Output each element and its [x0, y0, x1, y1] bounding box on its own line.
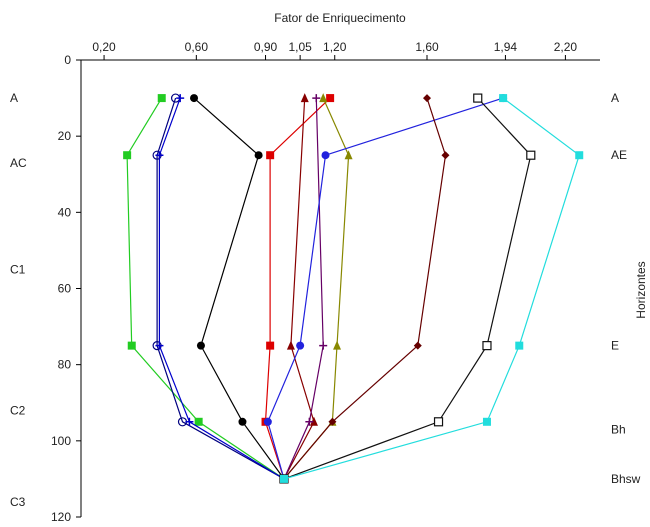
point-marker [194, 417, 203, 426]
point-marker [127, 341, 136, 350]
horizon-labels: A AC C1 C2 C3 A AE E Bh Bhsw [10, 91, 641, 509]
point-marker [575, 151, 584, 160]
axes: 0,20 0,60 0,90 1,05 1,20 1,60 1,94 2,20 0 20 40 60 8… [51, 40, 600, 524]
point-marker [473, 93, 483, 103]
series-line [283, 98, 315, 480]
y-tick-label: 40 [58, 205, 72, 219]
point-marker [190, 94, 199, 103]
point-marker [309, 416, 318, 426]
x-tick-label: 1,60 [415, 40, 439, 54]
left-horizon-label: A [10, 91, 18, 105]
point-marker [441, 151, 450, 160]
right-horizon-label: Bh [611, 422, 626, 436]
x-tick-label: 1,20 [323, 40, 347, 54]
point-marker [185, 417, 194, 426]
point-marker [433, 417, 444, 427]
series-line [264, 97, 331, 480]
point-marker [123, 151, 132, 160]
point-marker [413, 341, 422, 350]
point-marker [328, 417, 337, 426]
series-line [267, 97, 504, 480]
point-marker [263, 417, 272, 426]
series-line [283, 98, 324, 480]
x-tick-label: 2,20 [554, 40, 578, 54]
y-tick-label: 80 [58, 358, 72, 372]
right-horizon-label: E [611, 339, 619, 353]
data-series [279, 94, 584, 483]
data-series [279, 94, 450, 483]
x-tick-label: 0,90 [254, 40, 278, 54]
point-marker [286, 340, 295, 350]
point-marker [319, 93, 328, 103]
y-tick-label: 120 [51, 510, 71, 524]
data-series [263, 94, 508, 483]
right-horizon-label: Bhsw [611, 472, 641, 486]
series-group [123, 93, 584, 484]
x-tick-label: 0,60 [185, 40, 209, 54]
point-marker [266, 151, 275, 160]
point-marker [155, 341, 164, 350]
point-marker [482, 341, 492, 351]
point-marker [499, 94, 508, 103]
point-marker [238, 417, 247, 426]
point-marker [176, 94, 185, 103]
left-horizon-label: C2 [10, 403, 26, 417]
chart-title: Fator de Enriquecimento [274, 11, 406, 25]
point-marker [515, 341, 524, 350]
left-horizon-label: C1 [10, 262, 26, 276]
y-tick-label: 20 [58, 129, 72, 143]
y-tick-label: 100 [51, 434, 71, 448]
point-marker [157, 94, 166, 103]
point-marker [155, 151, 164, 160]
point-marker [300, 93, 309, 103]
left-horizon-label: C3 [10, 495, 26, 509]
point-marker [482, 417, 491, 426]
point-marker [305, 417, 314, 426]
y-tick-label: 60 [58, 282, 72, 296]
point-marker [321, 151, 330, 160]
left-horizon-label: AC [10, 156, 27, 170]
point-marker [296, 341, 305, 350]
y-tick-label: 0 [64, 53, 71, 67]
point-marker [326, 94, 335, 103]
x-tick-label: 1,05 [288, 40, 312, 54]
point-marker [526, 150, 536, 160]
x-tick-label: 1,94 [494, 40, 518, 54]
point-marker [423, 94, 431, 103]
data-series [279, 94, 328, 483]
data-series [279, 93, 318, 483]
point-marker [319, 341, 328, 350]
point-marker [344, 150, 353, 160]
right-axis-label: Horizontes [634, 261, 648, 318]
point-marker [266, 341, 275, 350]
point-marker [254, 151, 263, 160]
point-marker [333, 340, 342, 350]
right-horizon-label: AE [611, 148, 627, 162]
right-horizon-label: A [611, 91, 619, 105]
point-marker [196, 341, 205, 350]
point-marker [312, 94, 321, 103]
point-marker [279, 474, 288, 483]
x-tick-label: 0,20 [92, 40, 116, 54]
